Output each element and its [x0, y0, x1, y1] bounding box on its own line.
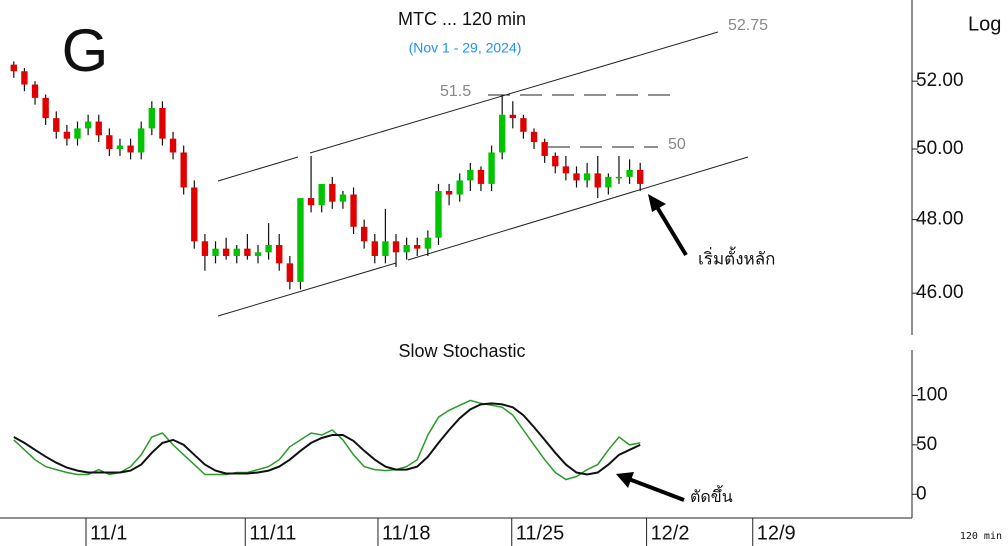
candle-body: [552, 155, 559, 167]
x-tick-label: 12/9: [757, 522, 796, 544]
candle-body: [31, 84, 39, 98]
y-tick-label: 52.00: [916, 70, 964, 91]
y-tick-label: 0: [916, 483, 927, 504]
y-tick-label: 48.00: [916, 209, 964, 230]
y-tick-label: 50: [916, 434, 937, 455]
candle-body: [637, 169, 644, 184]
candle-body: [456, 180, 463, 195]
arrow-head: [616, 472, 634, 488]
candle-body: [276, 244, 283, 264]
candle-body: [477, 169, 485, 184]
candle-body: [339, 194, 347, 202]
x-tick-label: 11/11: [249, 522, 296, 544]
candle-body: [159, 107, 166, 139]
channel-line: [217, 156, 299, 182]
candle-body: [583, 173, 591, 181]
candle-body: [414, 244, 421, 249]
x-tick-label: 11/25: [516, 522, 565, 544]
candle-body: [435, 190, 442, 238]
candle-body: [21, 71, 28, 85]
x-tick-label: 11/1: [90, 522, 127, 544]
candle-body: [403, 244, 410, 253]
arrow: [652, 200, 688, 257]
channel-line: [309, 31, 719, 154]
candle-body: [106, 135, 113, 149]
candle-body: [520, 118, 527, 132]
candle-body: [307, 198, 315, 206]
candle-body: [424, 237, 432, 249]
channel-line: [407, 156, 749, 261]
candle-body: [392, 241, 400, 253]
candle-body: [350, 194, 357, 227]
arrow: [625, 476, 685, 502]
annotation: ตัดขึ้น: [690, 485, 733, 506]
candle-body: [498, 114, 506, 153]
annotation: เริ่มตั้งหลัก: [698, 246, 775, 268]
candle-body: [562, 166, 570, 174]
candle-body: [222, 248, 230, 256]
series-line: [13, 399, 641, 481]
candle-body: [541, 142, 548, 156]
candle-body: [594, 173, 601, 188]
candle-body: [169, 138, 177, 153]
x-tick-label: 12/2: [651, 522, 690, 544]
candle-body: [148, 107, 156, 129]
candle-body: [42, 97, 49, 119]
panel-title: Slow Stochastic: [398, 341, 525, 361]
candle-body: [488, 152, 495, 184]
candle-body: [382, 241, 389, 256]
annotation: 52.75: [728, 17, 768, 34]
candle-body: [360, 226, 368, 242]
candle-body: [626, 169, 633, 177]
y-tick-label: 50.00: [916, 138, 964, 159]
footer: 120 min: [960, 531, 1002, 542]
candle-body: [467, 169, 474, 181]
candle-body: [201, 241, 209, 256]
candle-body: [127, 145, 134, 153]
candle-body: [297, 198, 304, 282]
chart-title: MTC ... 120 min: [398, 9, 526, 29]
candle-body: [530, 131, 538, 143]
candle-body: [605, 176, 612, 188]
candle-body: [573, 173, 580, 181]
candle-body: [265, 244, 272, 253]
candle-body: [371, 241, 378, 256]
candle-body: [191, 187, 198, 242]
subtitle: (Nov 1 - 29, 2024): [409, 40, 522, 56]
candle-body: [286, 263, 294, 282]
candle-body: [244, 248, 251, 256]
candle-body: [318, 183, 325, 206]
series-line: [13, 402, 641, 476]
candle-body: [10, 64, 17, 72]
candle-body: [329, 183, 336, 202]
candle-body: [138, 128, 145, 153]
candle-body: [212, 248, 219, 256]
candle-body: [63, 131, 71, 139]
candle-body: [254, 252, 262, 256]
scale-label: Log: [968, 13, 1001, 35]
y-tick-label: 100: [916, 384, 948, 405]
x-tick-label: 11/18: [382, 522, 431, 544]
candle-body: [95, 121, 102, 136]
candle-body: [445, 190, 453, 195]
candle-body: [233, 248, 240, 256]
candle-body: [84, 121, 92, 129]
logo: G: [62, 17, 109, 84]
candle-body: [509, 114, 516, 119]
annotation: 51.5: [440, 83, 471, 100]
candle-body: [74, 128, 81, 139]
channel-line: [217, 262, 397, 317]
candle-body: [116, 145, 124, 149]
candle-body: [53, 118, 60, 132]
y-tick-label: 46.00: [916, 282, 964, 303]
candle-body: [180, 152, 187, 188]
candle-body: [615, 176, 623, 179]
arrow-head: [648, 194, 666, 212]
annotation: 50: [668, 136, 686, 153]
